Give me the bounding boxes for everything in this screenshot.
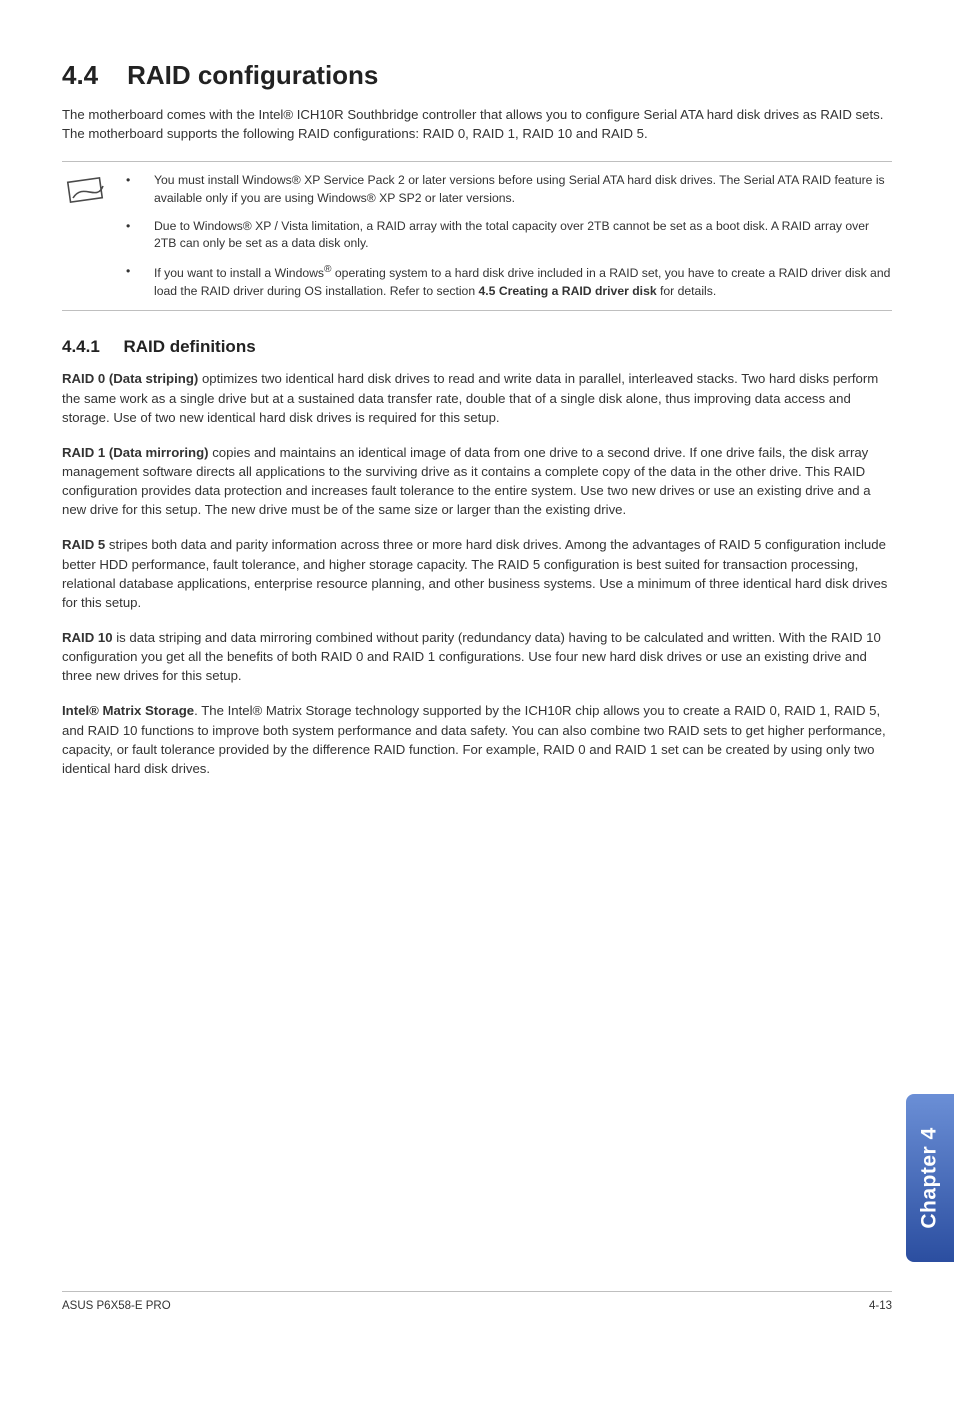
para-body: is data striping and data mirroring comb… — [62, 630, 881, 683]
note-text: You must install Windows® XP Service Pac… — [154, 172, 892, 207]
note-icon — [62, 172, 108, 208]
section-title-text: RAID configurations — [127, 60, 378, 90]
para-lead: RAID 5 — [62, 537, 105, 552]
subsection-title: 4.4.1 RAID definitions — [62, 337, 892, 357]
paragraph-raid0: RAID 0 (Data striping) optimizes two ide… — [62, 369, 892, 426]
note-text: If you want to install a Windows® operat… — [154, 263, 892, 300]
footer-left: ASUS P6X58-E PRO — [62, 1300, 171, 1312]
note-item: • If you want to install a Windows® oper… — [126, 263, 892, 300]
page-footer: ASUS P6X58-E PRO 4-13 — [62, 1291, 892, 1312]
subsection-number: 4.4.1 — [62, 337, 100, 356]
para-lead: RAID 1 (Data mirroring) — [62, 445, 209, 460]
note-item: • You must install Windows® XP Service P… — [126, 172, 892, 207]
para-body: stripes both data and parity information… — [62, 537, 887, 609]
footer-right: 4-13 — [869, 1300, 892, 1312]
intro-paragraph: The motherboard comes with the Intel® IC… — [62, 105, 892, 143]
section-title: 4.4 RAID configurations — [62, 60, 892, 91]
chapter-tab-label: Chapter 4 — [918, 1127, 942, 1228]
para-lead: Intel® Matrix Storage — [62, 703, 194, 718]
bullet: • — [126, 263, 134, 300]
note-text: Due to Windows® XP / Vista limitation, a… — [154, 218, 892, 253]
paragraph-intel-matrix: Intel® Matrix Storage. The Intel® Matrix… — [62, 701, 892, 778]
bullet: • — [126, 218, 134, 253]
paragraph-raid5: RAID 5 stripes both data and parity info… — [62, 535, 892, 612]
paragraph-raid10: RAID 10 is data striping and data mirror… — [62, 628, 892, 685]
para-lead: RAID 10 — [62, 630, 113, 645]
note-item: • Due to Windows® XP / Vista limitation,… — [126, 218, 892, 253]
chapter-tab: Chapter 4 — [906, 1094, 954, 1262]
note-block: • You must install Windows® XP Service P… — [62, 161, 892, 311]
subsection-title-text: RAID definitions — [123, 337, 255, 356]
bullet: • — [126, 172, 134, 207]
note-bold-ref: 4.5 Creating a RAID driver disk — [478, 284, 656, 298]
note-list: • You must install Windows® XP Service P… — [126, 172, 892, 300]
section-number: 4.4 — [62, 60, 98, 90]
paragraph-raid1: RAID 1 (Data mirroring) copies and maint… — [62, 443, 892, 520]
para-lead: RAID 0 (Data striping) — [62, 371, 198, 386]
